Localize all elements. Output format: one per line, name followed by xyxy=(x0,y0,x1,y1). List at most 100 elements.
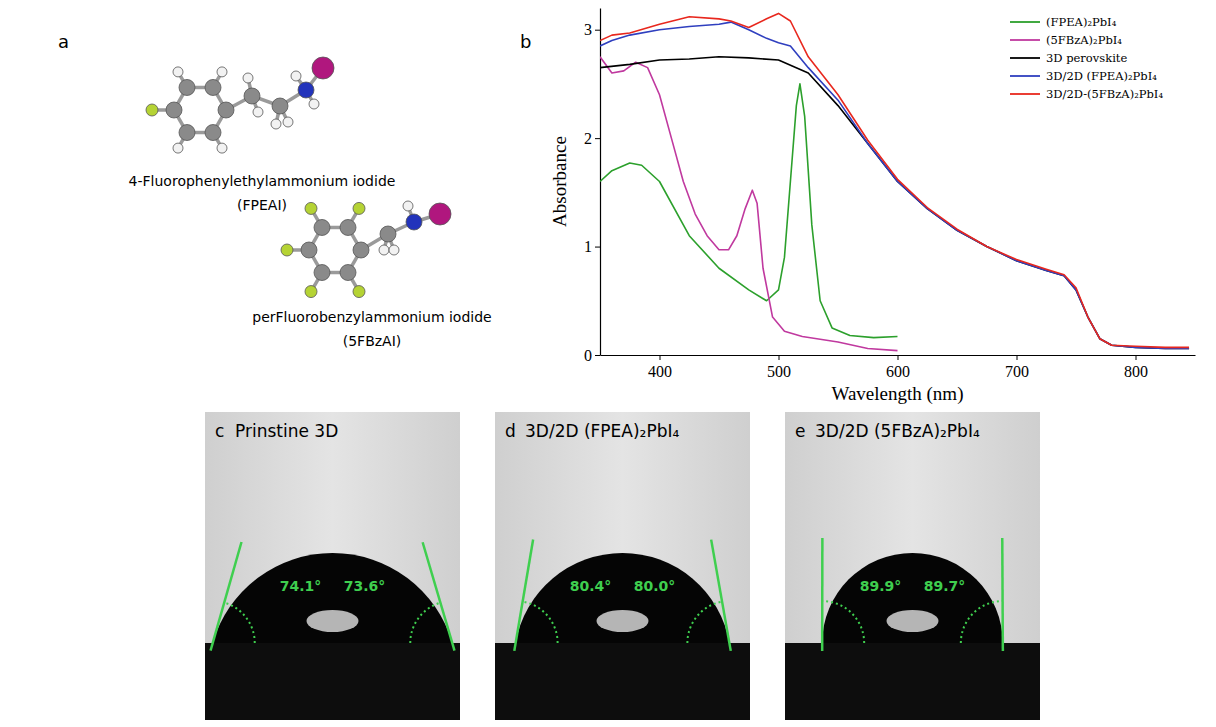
tick-mark xyxy=(595,138,600,139)
tick-mark xyxy=(595,30,600,31)
atom xyxy=(253,107,263,117)
photo xyxy=(495,412,750,720)
atom xyxy=(205,79,221,95)
figure: a4-Fluorophenylethylammonium iodide(FPEA… xyxy=(0,0,1216,727)
tick-label: 0 xyxy=(584,347,592,364)
series-line xyxy=(600,57,898,351)
atom xyxy=(179,125,195,141)
atom xyxy=(173,67,183,77)
atom xyxy=(271,119,281,129)
tick-label: 800 xyxy=(1124,363,1148,380)
panel-title: 3D/2D (5FBzA)₂PbI₄ xyxy=(815,421,980,441)
tick-label: 1 xyxy=(584,238,592,255)
angle-label: 74.1° xyxy=(280,578,322,594)
legend-label: (FPEA)₂PbI₄ xyxy=(1046,15,1117,29)
tick-label: 2 xyxy=(584,130,592,147)
tangent-line xyxy=(211,542,242,651)
tick-mark xyxy=(898,355,899,360)
reflection xyxy=(887,610,939,632)
tick-mark xyxy=(595,355,600,356)
atom xyxy=(429,203,451,225)
atom xyxy=(272,98,288,114)
legend-label: (5FBzA)₂PbI₄ xyxy=(1046,33,1122,47)
atom xyxy=(217,143,227,153)
tick-mark xyxy=(779,355,780,360)
atom xyxy=(173,143,183,153)
tick-label: 700 xyxy=(1005,363,1029,380)
series-line xyxy=(600,57,1189,349)
atom xyxy=(305,286,317,298)
atom xyxy=(353,202,365,214)
atom xyxy=(298,82,314,98)
reflection xyxy=(307,610,359,632)
angle-arc xyxy=(822,601,864,643)
series-line xyxy=(600,22,1189,348)
tick: 0 xyxy=(584,347,600,364)
reflection xyxy=(597,610,649,632)
tick: 700 xyxy=(1005,355,1029,380)
plot-area xyxy=(600,13,1189,350)
atom xyxy=(309,99,319,109)
legend-swatch xyxy=(1010,39,1040,41)
contact-angle-panel: d3D/2D (FPEA)₂PbI₄80.4°80.0° xyxy=(495,412,750,720)
photo xyxy=(785,412,1040,720)
atom xyxy=(379,245,389,255)
tick: 1 xyxy=(584,238,600,255)
droplet xyxy=(516,553,730,643)
legend-swatch xyxy=(1010,93,1040,95)
atom xyxy=(291,71,301,81)
molecule-abbr: (5FBzAI) xyxy=(343,333,402,349)
atom xyxy=(403,201,413,211)
legend-swatch xyxy=(1010,57,1040,59)
atom xyxy=(312,57,334,79)
legend-label: 3D/2D-(5FBzA)₂PbI₄ xyxy=(1046,87,1163,101)
tick: 500 xyxy=(767,355,791,380)
panel-title: Prinstine 3D xyxy=(235,421,338,441)
molecule xyxy=(281,201,451,298)
tick: 400 xyxy=(648,355,672,380)
panel-label: a xyxy=(58,31,69,52)
angle-arc xyxy=(523,602,558,643)
legend-label: 3D/2D (FPEA)₂PbI₄ xyxy=(1046,69,1157,83)
substrate xyxy=(205,643,460,720)
photo-background xyxy=(205,412,460,720)
angle-arc xyxy=(687,602,722,643)
angle-label: 80.4° xyxy=(570,578,612,594)
droplet xyxy=(822,553,1003,643)
tick-mark xyxy=(660,355,661,360)
series-line xyxy=(600,13,1189,347)
molecule xyxy=(146,57,334,153)
atom xyxy=(314,219,330,235)
atom xyxy=(244,88,260,104)
panel-b: b 400 500 600 700 800 0 1 2 3 Wavelength (nm) Absor… xyxy=(520,9,1196,406)
substrate xyxy=(495,643,750,720)
molecule-name: perFluorobenzylammonium iodide xyxy=(252,309,491,325)
angle-arc xyxy=(961,601,1003,643)
axis-title: Wavelength (nm) xyxy=(832,383,964,405)
angle-label: 89.7° xyxy=(924,578,966,594)
tick: 600 xyxy=(886,355,910,380)
molecule-abbr: (FPEAI) xyxy=(237,197,287,213)
legend-label: 3D perovskite xyxy=(1046,51,1127,65)
panel-label: b xyxy=(520,31,531,52)
tick-label: 600 xyxy=(886,363,910,380)
angle-arc xyxy=(410,603,440,643)
atom xyxy=(380,226,396,242)
atom xyxy=(406,214,422,230)
photo xyxy=(205,412,460,720)
tick-mark xyxy=(1136,355,1137,360)
tick-label: 3 xyxy=(584,21,592,38)
photo-background xyxy=(785,412,1040,720)
axis-title: Absorbance xyxy=(549,136,570,227)
atom xyxy=(218,102,234,118)
tangent-line xyxy=(1001,538,1004,651)
atom xyxy=(340,219,356,235)
tick: 2 xyxy=(584,130,600,147)
tick-label: 500 xyxy=(767,363,791,380)
photo-background xyxy=(495,412,750,720)
tangent-line xyxy=(821,538,824,651)
panel-label: c xyxy=(215,421,224,441)
panel-label: e xyxy=(795,421,805,441)
atom xyxy=(217,67,227,77)
atom xyxy=(389,245,399,255)
